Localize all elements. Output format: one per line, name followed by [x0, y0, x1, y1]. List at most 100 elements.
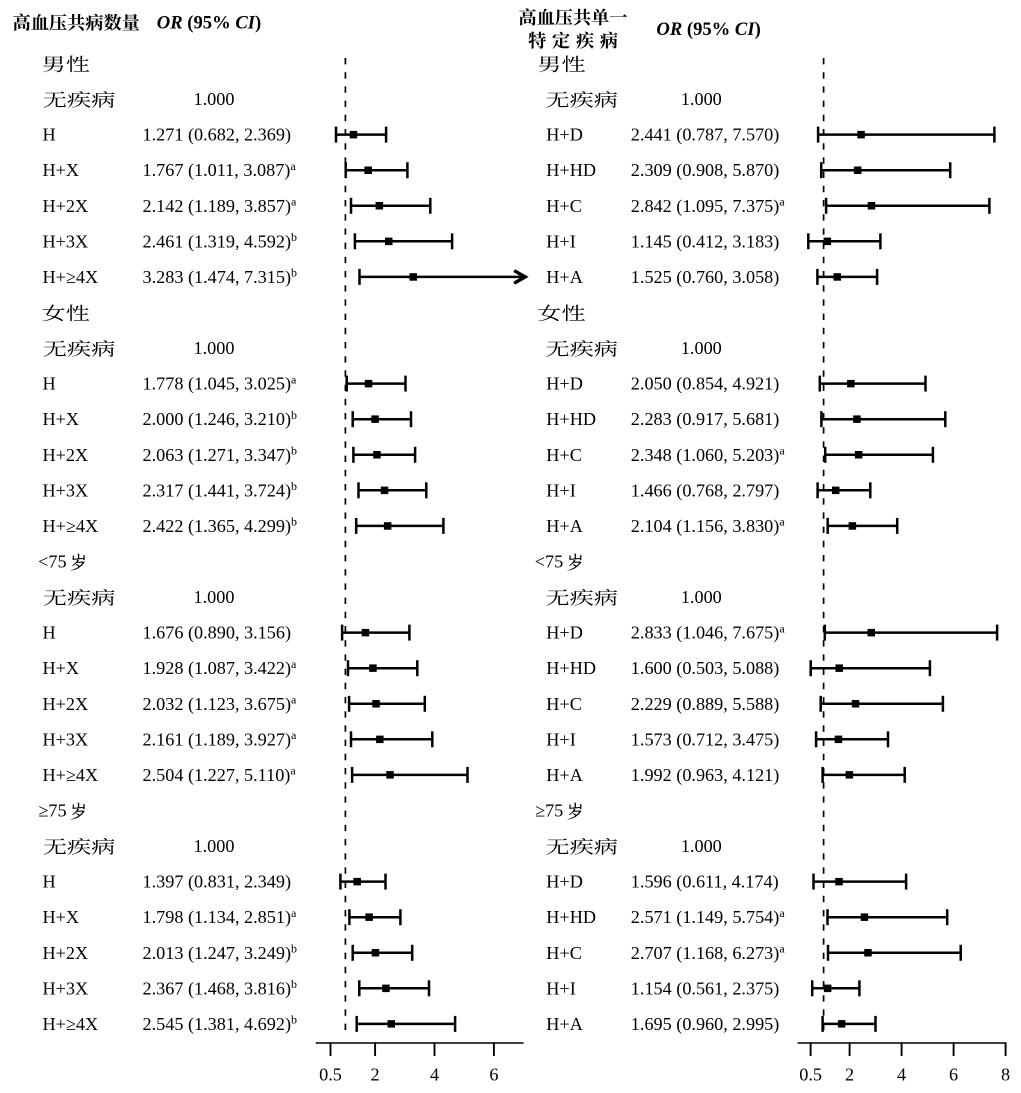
- svg-text:1.000: 1.000: [681, 836, 722, 856]
- svg-text:H+I: H+I: [546, 729, 575, 749]
- svg-text:1.928 (1.087, 3.422)a: 1.928 (1.087, 3.422)a: [143, 657, 298, 679]
- svg-text:<75: <75: [38, 552, 66, 572]
- svg-text:1.992 (0.963, 4.121): 1.992 (0.963, 4.121): [631, 765, 780, 786]
- svg-text:H+C: H+C: [546, 943, 582, 963]
- svg-text:H+≥4X: H+≥4X: [43, 1014, 99, 1034]
- svg-text:≥75: ≥75: [535, 801, 563, 821]
- svg-text:H: H: [43, 872, 56, 892]
- svg-text:H+A: H+A: [546, 765, 583, 785]
- svg-text:H+D: H+D: [546, 374, 583, 394]
- svg-text:2.063 (1.271, 3.347)b: 2.063 (1.271, 3.347)b: [143, 444, 298, 466]
- svg-text:H+D: H+D: [546, 872, 583, 892]
- svg-text:2.013 (1.247, 3.249)b: 2.013 (1.247, 3.249)b: [143, 942, 298, 964]
- svg-text:H+3X: H+3X: [43, 978, 89, 998]
- svg-text:2.571 (1.149, 5.754)a: 2.571 (1.149, 5.754)a: [631, 906, 786, 928]
- svg-text:1.600 (0.503, 5.088): 1.600 (0.503, 5.088): [631, 658, 780, 679]
- svg-text:1.000: 1.000: [194, 836, 235, 856]
- svg-text:1.000: 1.000: [681, 89, 722, 109]
- svg-text:2.142 (1.189, 3.857)a: 2.142 (1.189, 3.857)a: [143, 195, 298, 217]
- svg-text:6: 6: [949, 1065, 958, 1085]
- svg-text:H+A: H+A: [546, 267, 583, 287]
- svg-text:2.161 (1.189, 3.927)a: 2.161 (1.189, 3.927)a: [143, 728, 298, 750]
- svg-text:H+X: H+X: [43, 658, 80, 678]
- svg-text:H+X: H+X: [43, 907, 80, 927]
- svg-text:4: 4: [897, 1065, 906, 1085]
- svg-text:1.145 (0.412, 3.183): 1.145 (0.412, 3.183): [631, 231, 780, 252]
- svg-text:H+3X: H+3X: [43, 729, 89, 749]
- svg-text:2.545 (1.381, 4.692)b: 2.545 (1.381, 4.692)b: [143, 1013, 298, 1035]
- svg-text:H+HD: H+HD: [546, 907, 596, 927]
- svg-text:1.596 (0.611, 4.174): 1.596 (0.611, 4.174): [631, 872, 779, 893]
- svg-text:H+I: H+I: [546, 480, 575, 500]
- svg-text:2.833 (1.046, 7.675)a: 2.833 (1.046, 7.675)a: [631, 621, 786, 643]
- svg-text:1.767 (1.011, 3.087)a: 1.767 (1.011, 3.087)a: [143, 159, 297, 181]
- svg-text:≥75: ≥75: [38, 801, 66, 821]
- svg-text:H+2X: H+2X: [43, 694, 89, 714]
- svg-text:0.5: 0.5: [799, 1065, 822, 1085]
- svg-text:H+A: H+A: [546, 516, 583, 536]
- svg-text:6: 6: [489, 1065, 498, 1085]
- svg-text:2.309 (0.908, 5.870): 2.309 (0.908, 5.870): [631, 160, 780, 181]
- svg-text:2.441 (0.787, 7.570): 2.441 (0.787, 7.570): [631, 125, 780, 146]
- svg-text:H+≥4X: H+≥4X: [43, 765, 99, 785]
- svg-text:2.229 (0.889, 5.588): 2.229 (0.889, 5.588): [631, 694, 780, 715]
- svg-text:H: H: [43, 374, 56, 394]
- svg-text:1.695 (0.960, 2.995): 1.695 (0.960, 2.995): [631, 1014, 780, 1035]
- svg-text:H+I: H+I: [546, 978, 575, 998]
- svg-text:2: 2: [371, 1065, 380, 1085]
- svg-text:2.317 (1.441, 3.724)b: 2.317 (1.441, 3.724)b: [143, 479, 298, 501]
- svg-text:OR (95% CI): OR (95% CI): [157, 13, 261, 34]
- svg-text:H+HD: H+HD: [546, 409, 596, 429]
- svg-text:1.397 (0.831, 2.349): 1.397 (0.831, 2.349): [143, 872, 292, 893]
- svg-text:1.676 (0.890, 3.156): 1.676 (0.890, 3.156): [143, 623, 292, 644]
- svg-text:H+C: H+C: [546, 694, 582, 714]
- svg-text:H+HD: H+HD: [546, 658, 596, 678]
- svg-text:H+X: H+X: [43, 409, 80, 429]
- svg-text:<75: <75: [535, 552, 563, 572]
- svg-text:H+≥4X: H+≥4X: [43, 516, 99, 536]
- svg-text:1.000: 1.000: [681, 587, 722, 607]
- svg-text:1.778 (1.045, 3.025)a: 1.778 (1.045, 3.025)a: [143, 372, 298, 394]
- svg-text:2.842 (1.095, 7.375)a: 2.842 (1.095, 7.375)a: [631, 195, 786, 217]
- svg-text:H+I: H+I: [546, 231, 575, 251]
- svg-text:3.283 (1.474, 7.315)b: 3.283 (1.474, 7.315)b: [143, 266, 298, 288]
- svg-text:H+X: H+X: [43, 160, 80, 180]
- svg-text:H+D: H+D: [546, 125, 583, 145]
- svg-text:2.367 (1.468, 3.816)b: 2.367 (1.468, 3.816)b: [143, 977, 298, 999]
- svg-text:2: 2: [845, 1065, 854, 1085]
- svg-text:4: 4: [430, 1065, 439, 1085]
- svg-text:H+C: H+C: [546, 445, 582, 465]
- svg-text:0.5: 0.5: [319, 1065, 342, 1085]
- svg-text:2.050 (0.854, 4.921): 2.050 (0.854, 4.921): [631, 374, 780, 395]
- svg-text:1.466 (0.768, 2.797): 1.466 (0.768, 2.797): [631, 480, 780, 501]
- svg-text:2.504 (1.227, 5.110)a: 2.504 (1.227, 5.110)a: [143, 764, 297, 786]
- svg-text:H+3X: H+3X: [43, 231, 89, 251]
- svg-text:H+2X: H+2X: [43, 445, 89, 465]
- svg-text:1.573 (0.712, 3.475): 1.573 (0.712, 3.475): [631, 729, 780, 750]
- svg-text:H+3X: H+3X: [43, 480, 89, 500]
- svg-text:2.348 (1.060, 5.203)a: 2.348 (1.060, 5.203)a: [631, 444, 786, 466]
- svg-text:1.000: 1.000: [194, 338, 235, 358]
- svg-text:1.154 (0.561, 2.375): 1.154 (0.561, 2.375): [631, 978, 780, 999]
- svg-text:2.707 (1.168, 6.273)a: 2.707 (1.168, 6.273)a: [631, 942, 786, 964]
- svg-text:2.032 (1.123, 3.675)a: 2.032 (1.123, 3.675)a: [143, 693, 298, 715]
- svg-text:H+D: H+D: [546, 623, 583, 643]
- svg-text:H+2X: H+2X: [43, 943, 89, 963]
- svg-text:H+≥4X: H+≥4X: [43, 267, 99, 287]
- svg-text:2.461 (1.319, 4.592)b: 2.461 (1.319, 4.592)b: [143, 230, 298, 252]
- svg-text:H+HD: H+HD: [546, 160, 596, 180]
- svg-text:2.422 (1.365, 4.299)b: 2.422 (1.365, 4.299)b: [143, 515, 298, 537]
- svg-text:1.798 (1.134, 2.851)a: 1.798 (1.134, 2.851)a: [143, 906, 298, 928]
- svg-text:2.283 (0.917, 5.681): 2.283 (0.917, 5.681): [631, 409, 780, 430]
- svg-text:H+C: H+C: [546, 196, 582, 216]
- svg-text:2.104 (1.156, 3.830)a: 2.104 (1.156, 3.830)a: [631, 515, 786, 537]
- svg-text:H: H: [43, 623, 56, 643]
- svg-text:8: 8: [1001, 1065, 1010, 1085]
- svg-text:1.000: 1.000: [194, 587, 235, 607]
- svg-text:1.271 (0.682, 2.369): 1.271 (0.682, 2.369): [143, 125, 292, 146]
- svg-text:H+2X: H+2X: [43, 196, 89, 216]
- svg-text:1.000: 1.000: [194, 89, 235, 109]
- svg-text:1.000: 1.000: [681, 338, 722, 358]
- svg-text:2.000 (1.246, 3.210)b: 2.000 (1.246, 3.210)b: [143, 408, 298, 430]
- svg-text:1.525 (0.760, 3.058): 1.525 (0.760, 3.058): [631, 267, 780, 288]
